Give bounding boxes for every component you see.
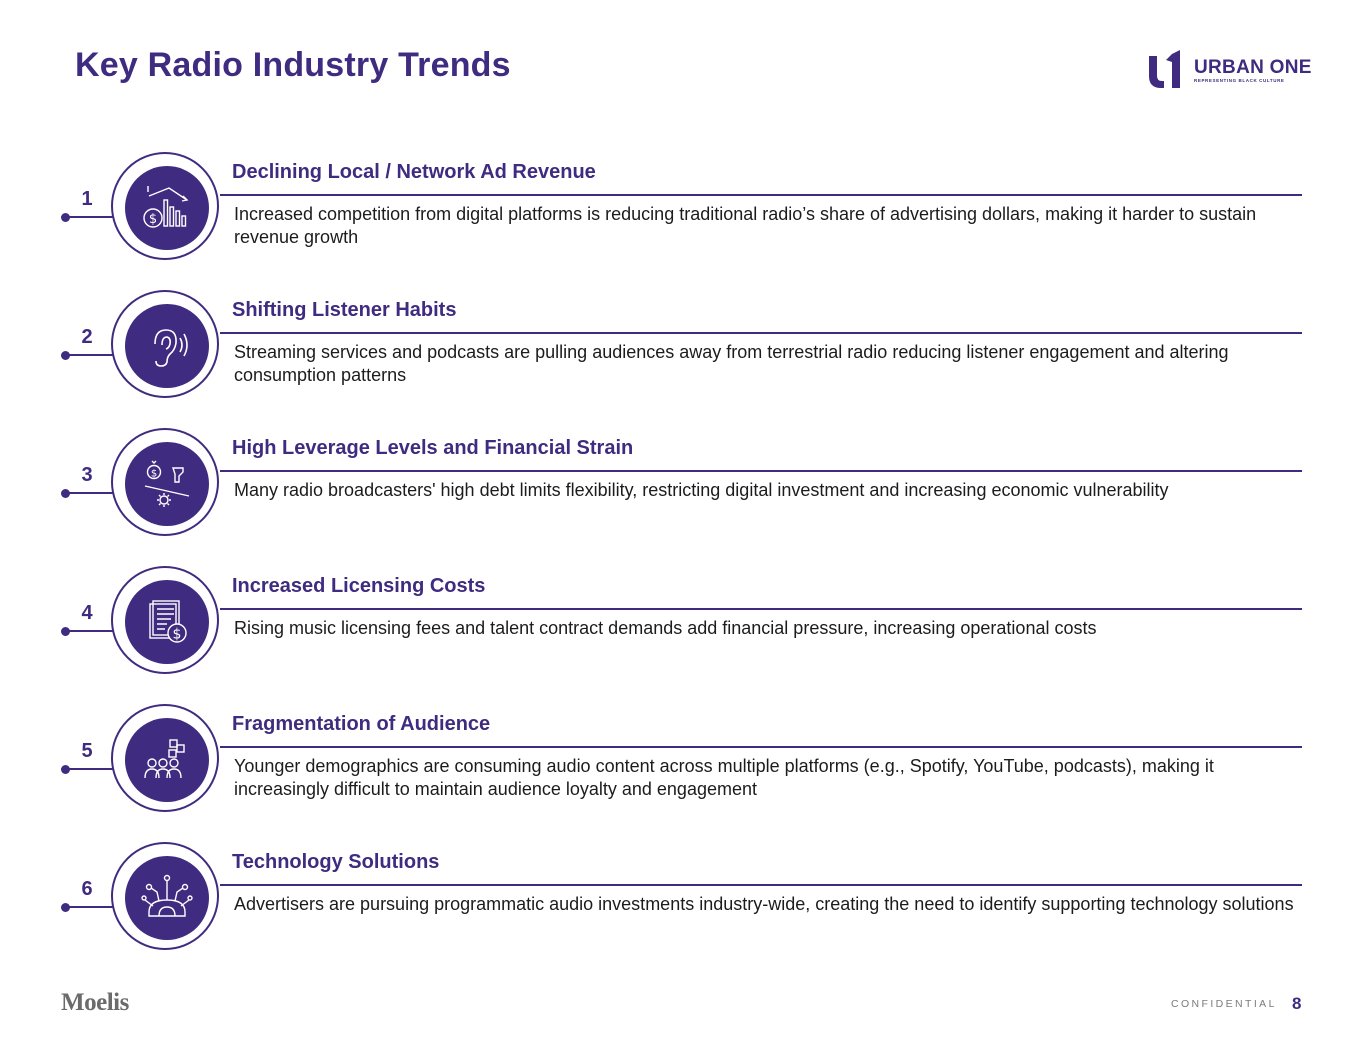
ear-listening-icon: [154, 329, 188, 367]
svg-text:$: $: [173, 627, 182, 643]
heading-rule: [220, 194, 1302, 196]
trend-description: Younger demographics are consuming audio…: [234, 756, 1214, 799]
trend-item-3: 3 $ High Leverage Levels and Financial S…: [0, 428, 1365, 540]
connector-line: [66, 216, 114, 218]
trend-item-1: 1 $ Declining Local / Network Ad Revenue…: [0, 152, 1365, 264]
audience-platforms-icon: [144, 739, 185, 779]
trend-title: High Leverage Levels and Financial Strai…: [232, 437, 634, 459]
trend-number: 6: [81, 878, 93, 900]
connector-dot: [61, 213, 70, 222]
icon-disc: [125, 856, 209, 940]
page-number: 8: [1292, 994, 1302, 1013]
trend-item-6: 6 Technology Solutions Advertisers are p…: [0, 842, 1365, 954]
trend-number: 3: [81, 464, 93, 486]
footer-brand: Moelis: [61, 989, 129, 1016]
urban-one-logo: URBAN ONE REPRESENTING BLACK CULTURE: [1146, 48, 1311, 90]
connector-line: [66, 630, 114, 632]
technology-network-icon: [141, 874, 193, 917]
trend-item-2: 2 Shifting Listener Habits Streaming ser…: [0, 290, 1365, 402]
trend-number: 2: [81, 326, 93, 348]
icon-disc: [125, 304, 209, 388]
connector-dot: [61, 489, 70, 498]
debt-balance-icon: $: [144, 460, 190, 507]
icon-disc: $: [125, 580, 209, 664]
trend-title: Increased Licensing Costs: [232, 575, 486, 597]
icon-disc: $: [125, 166, 209, 250]
connector-dot: [61, 765, 70, 774]
connector-line: [66, 354, 114, 356]
connector-line: [66, 906, 114, 908]
trend-title: Declining Local / Network Ad Revenue: [232, 161, 596, 183]
heading-rule: [220, 746, 1302, 748]
page-title: Key Radio Industry Trends: [75, 46, 511, 84]
logo-wordmark: URBAN ONE: [1194, 57, 1312, 78]
logo-tagline: REPRESENTING BLACK CULTURE: [1194, 78, 1285, 83]
connector-dot: [61, 627, 70, 636]
trend-number: 4: [81, 602, 93, 624]
connector-line: [66, 768, 114, 770]
trend-title: Technology Solutions: [232, 851, 440, 873]
heading-rule: [220, 608, 1302, 610]
connector-line: [66, 492, 114, 494]
svg-text:$: $: [151, 469, 157, 480]
contract-cost-icon: $: [149, 600, 187, 643]
confidential-label: CONFIDENTIAL: [1171, 998, 1277, 1010]
declining-revenue-icon: $: [143, 186, 189, 228]
trend-description: Increased competition from digital platf…: [234, 204, 1257, 247]
heading-rule: [220, 470, 1302, 472]
heading-rule: [220, 884, 1302, 886]
trend-title: Fragmentation of Audience: [232, 713, 491, 735]
connector-dot: [61, 351, 70, 360]
svg-text:$: $: [149, 212, 157, 227]
connector-dot: [61, 903, 70, 912]
trend-number: 1: [81, 188, 93, 210]
heading-rule: [220, 332, 1302, 334]
icon-disc: [125, 718, 209, 802]
icon-disc: $: [125, 442, 209, 526]
trend-description: Rising music licensing fees and talent c…: [234, 618, 1097, 638]
trend-description: Advertisers are pursuing programmatic au…: [234, 894, 1294, 914]
trend-item-5: 5 Fragmentation of Audience Younger demo…: [0, 704, 1365, 816]
trend-description: Streaming services and podcasts are pull…: [234, 342, 1229, 385]
trend-item-4: 4 $ Increased Licensing Costs Rising mus…: [0, 566, 1365, 678]
trend-description: Many radio broadcasters' high debt limit…: [234, 480, 1169, 500]
urban-one-mark-icon: [1149, 50, 1180, 88]
trend-number: 5: [81, 740, 93, 762]
trend-title: Shifting Listener Habits: [232, 299, 457, 321]
